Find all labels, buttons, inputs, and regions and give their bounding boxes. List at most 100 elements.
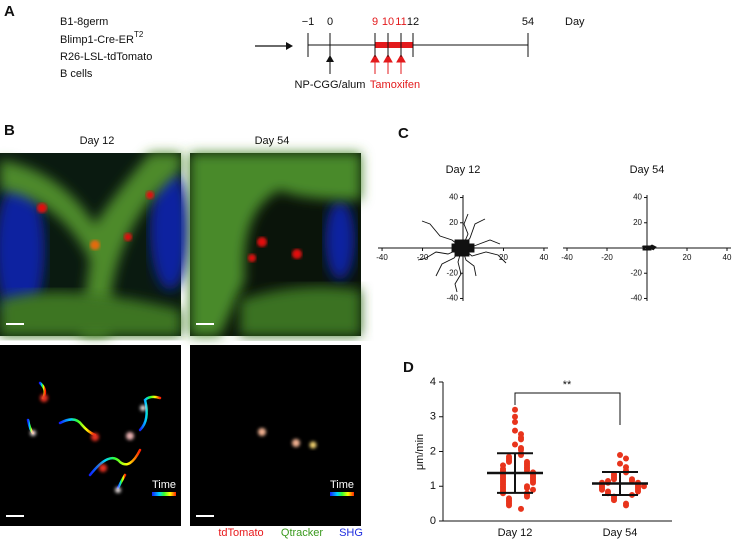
image-bg bbox=[0, 345, 181, 526]
timeline-unit: Day bbox=[565, 16, 585, 28]
arrow-head bbox=[326, 55, 334, 62]
x-tick-label: -40 bbox=[561, 253, 573, 262]
legend-entry: SHG bbox=[339, 527, 363, 539]
data-point bbox=[617, 451, 623, 458]
data-point bbox=[623, 455, 629, 462]
data-point bbox=[506, 502, 512, 509]
timeline-tick-label: 10 bbox=[382, 16, 394, 28]
y-tick-label: 0 bbox=[430, 515, 436, 527]
image-day12 bbox=[0, 153, 190, 336]
superscript: T2 bbox=[134, 30, 144, 39]
significance-bracket bbox=[514, 392, 621, 425]
data-point bbox=[512, 441, 518, 448]
vessel bbox=[0, 292, 181, 336]
image-bg bbox=[190, 345, 361, 526]
mouse-line: Blimp1-Cre-ER bbox=[60, 34, 134, 46]
y-tick-label: 40 bbox=[449, 193, 458, 202]
track-plot-lines bbox=[417, 213, 657, 293]
arrow-head bbox=[370, 53, 380, 63]
track bbox=[417, 213, 507, 293]
legend-entry: tdTomato bbox=[218, 527, 263, 539]
tracks-day54: Time bbox=[190, 345, 361, 526]
timeline-tick-label: 9 bbox=[372, 16, 378, 28]
cell bbox=[309, 441, 317, 449]
legend: tdTomato Qtracker SHG bbox=[218, 527, 363, 539]
colorbar-label: Time bbox=[330, 479, 354, 491]
data-point bbox=[599, 486, 605, 493]
x-tick-label: 40 bbox=[539, 253, 548, 262]
data-point bbox=[524, 484, 530, 491]
y-tick-label: 1 bbox=[430, 480, 436, 492]
data-point bbox=[512, 427, 518, 434]
legend-entry: Qtracker bbox=[281, 527, 324, 539]
y-tick-label: 20 bbox=[633, 218, 642, 227]
cell bbox=[258, 428, 266, 436]
data-point bbox=[530, 486, 536, 493]
cell bbox=[126, 432, 134, 440]
cell bbox=[30, 430, 36, 436]
panel-label: D bbox=[403, 359, 414, 376]
x-tick-label: 40 bbox=[723, 253, 732, 262]
panel-label: A bbox=[4, 3, 15, 20]
column-title: Day 54 bbox=[255, 135, 290, 147]
cell bbox=[90, 240, 100, 250]
cell bbox=[146, 191, 154, 199]
y-tick-label: 3 bbox=[430, 411, 436, 423]
track bbox=[116, 473, 127, 490]
data-point bbox=[623, 502, 629, 509]
mouse-line: Blimp1-Cre-ERT2 bbox=[60, 30, 144, 46]
timeline-tick-label: 12 bbox=[407, 16, 419, 28]
plot-title: Day 54 bbox=[630, 164, 665, 176]
treatment: Tamoxifen bbox=[370, 79, 420, 91]
x-tick-label: -20 bbox=[417, 253, 429, 262]
x-tick-label: 20 bbox=[499, 253, 508, 262]
y-tick-label: 40 bbox=[633, 193, 642, 202]
data-point bbox=[635, 488, 641, 495]
data-point bbox=[641, 483, 647, 490]
data-point bbox=[506, 458, 512, 465]
timeline-tick-label: 0 bbox=[327, 16, 333, 28]
data-point bbox=[530, 479, 536, 486]
x-tick-label: Day 54 bbox=[603, 527, 638, 539]
plot-title: Day 12 bbox=[446, 164, 481, 176]
cell bbox=[91, 433, 99, 441]
shg bbox=[325, 200, 355, 280]
data-point bbox=[611, 476, 617, 483]
track bbox=[58, 418, 97, 437]
mouse-line: B cells bbox=[60, 68, 93, 80]
colorbar bbox=[330, 492, 354, 496]
cell bbox=[257, 237, 267, 247]
colorbar-label: Time bbox=[152, 479, 176, 491]
mouse-line: B1-8germ bbox=[60, 16, 108, 28]
cell bbox=[292, 439, 300, 447]
shg bbox=[0, 180, 45, 320]
x-tick-label: 20 bbox=[683, 253, 692, 262]
x-tick-label: -40 bbox=[376, 253, 388, 262]
cell bbox=[248, 254, 256, 262]
data-point bbox=[512, 418, 518, 425]
y-tick-label: -40 bbox=[446, 294, 458, 303]
track bbox=[88, 448, 142, 477]
shg bbox=[150, 170, 190, 290]
y-tick-label: -20 bbox=[630, 268, 642, 277]
y-axis-label: μm/min bbox=[414, 434, 426, 470]
immunization: NP-CGG/alum bbox=[295, 79, 366, 91]
cell bbox=[99, 464, 107, 472]
data-point bbox=[512, 406, 518, 413]
cell bbox=[140, 405, 146, 411]
timeline-tick-label: 54 bbox=[522, 16, 534, 28]
cell bbox=[292, 249, 302, 259]
data-point bbox=[524, 493, 530, 500]
cell bbox=[37, 203, 47, 213]
track bbox=[138, 395, 162, 432]
significance: ** bbox=[563, 379, 572, 391]
tamoxifen-arrows bbox=[370, 53, 406, 74]
data-point bbox=[518, 505, 524, 512]
arrow-head bbox=[383, 53, 393, 63]
vessel bbox=[190, 153, 361, 336]
image-day54 bbox=[190, 153, 361, 336]
y-tick-label: 2 bbox=[430, 445, 436, 457]
data-point bbox=[611, 497, 617, 504]
arrow-head bbox=[396, 53, 406, 63]
timeline-tick-label: −1 bbox=[302, 16, 315, 28]
